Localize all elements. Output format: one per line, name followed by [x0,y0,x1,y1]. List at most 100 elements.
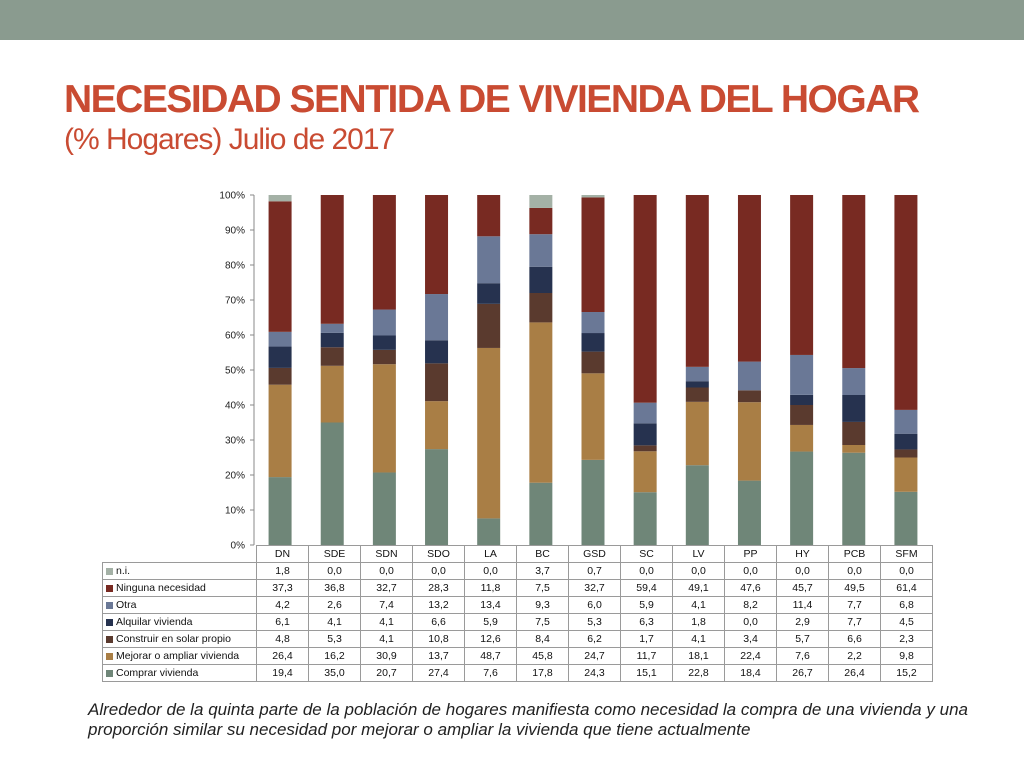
bar-segment-sde-otra [320,323,344,333]
x-category-label: SDN [360,545,413,563]
data-cell: 5,3 [568,613,621,631]
data-cell: 7,7 [828,613,881,631]
bar-segment-sdn-alquilar-vivienda [372,335,396,350]
bar-segment-pcb-alquilar-vivienda [842,395,866,422]
data-cell: 37,3 [256,579,309,597]
data-cell: 7,4 [360,596,413,614]
legend-entry: Alquilar vivienda [102,613,257,631]
data-cell: 28,3 [412,579,465,597]
legend-label: Otra [116,599,137,611]
y-tick-label: 60% [225,331,245,342]
bar-segment-bc-alquilar-vivienda [529,266,553,293]
data-cell: 13,2 [412,596,465,614]
x-category-label: SDE [308,545,361,563]
data-cell: 4,2 [256,596,309,614]
bar-segment-lv-alquilar-vivienda [685,381,709,388]
bar-segment-la-mejorar-o-ampliar-vivienda [477,347,501,519]
data-cell: 7,6 [464,664,517,682]
legend-swatch [106,567,113,575]
data-cell: 12,6 [464,630,517,648]
data-cell: 61,4 [880,579,933,597]
bar-segment-hy-construir-en-solar-propio [790,405,814,425]
bar-segment-sdn-comprar-vivienda [372,472,396,545]
table-row: Construir en solar propio 4,8 5,3 4,1 10,8 12… [102,630,933,648]
x-category-label: GSD [568,545,621,563]
table-header-row: DN SDE SDN SDO LA BC GSD SC LV PP HY PCB SFM [102,545,933,563]
data-cell: 0,0 [620,562,673,580]
legend-label: Comprar vivienda [116,667,199,679]
data-cell: 3,7 [516,562,569,580]
data-cell: 6,0 [568,596,621,614]
bar-segment-dn-alquilar-vivienda [268,346,292,368]
bar-segment-dn-ninguna-necesidad [268,201,292,332]
y-tick-label: 10% [225,506,245,517]
bar-segment-gsd-mejorar-o-ampliar-vivienda [581,373,605,460]
data-cell: 15,1 [620,664,673,682]
data-cell: 49,5 [828,579,881,597]
bar-segment-sfm-alquilar-vivienda [894,433,918,450]
data-cell: 0,0 [724,562,777,580]
data-cell: 0,0 [464,562,517,580]
bar-segment-sc-mejorar-o-ampliar-vivienda [633,451,657,493]
legend-entry: n.i. [102,562,257,580]
bar-segment-bc-n-i [529,195,553,208]
y-tick-label: 70% [225,296,245,307]
data-cell: 3,4 [724,630,777,648]
table-row: Otra 4,2 2,6 7,4 13,2 13,4 9,3 6,0 5,9 4,1 8,2 11,4… [102,596,933,614]
data-cell: 0,0 [308,562,361,580]
data-cell: 2,9 [776,613,829,631]
data-cell: 4,1 [360,630,413,648]
data-cell: 27,4 [412,664,465,682]
bar-segment-bc-ninguna-necesidad [529,207,553,235]
data-cell: 5,3 [308,630,361,648]
x-category-label: LA [464,545,517,563]
bar-segment-la-construir-en-solar-propio [477,303,501,348]
y-tick-label: 80% [225,261,245,272]
bar-segment-lv-construir-en-solar-propio [685,387,709,402]
data-cell: 19,4 [256,664,309,682]
bar-segment-pp-mejorar-o-ampliar-vivienda [737,402,761,481]
data-cell: 0,0 [672,562,725,580]
legend-entry: Ninguna necesidad [102,579,257,597]
x-category-label: LV [672,545,725,563]
bar-segment-sfm-comprar-vivienda [894,491,918,545]
data-cell: 8,2 [724,596,777,614]
legend-label: Mejorar o ampliar vivienda [116,650,240,662]
data-cell: 32,7 [360,579,413,597]
bar-segment-dn-otra [268,331,292,347]
y-tick-label: 100% [219,191,245,202]
bar-segment-la-ninguna-necesidad [477,195,501,237]
bar-segment-sdo-otra [425,294,449,341]
bar-segment-sfm-mejorar-o-ampliar-vivienda [894,457,918,492]
bar-segment-bc-otra [529,234,553,267]
bar-segment-sc-ninguna-necesidad [633,195,657,403]
data-cell: 0,0 [880,562,933,580]
data-cell: 26,4 [828,664,881,682]
bar-segment-dn-n-i [268,195,292,202]
legend-entry: Otra [102,596,257,614]
data-cell: 0,0 [724,613,777,631]
bar-segment-sc-otra [633,402,657,424]
bar-segment-la-otra [477,236,501,284]
bar-segment-sde-comprar-vivienda [320,422,344,545]
table-row: Comprar vivienda 19,4 35,0 20,7 27,4 7,6 17,8 2… [102,664,933,682]
legend-label: Construir en solar propio [116,633,231,645]
data-cell: 4,5 [880,613,933,631]
legend-swatch [106,618,113,626]
data-cell: 4,1 [308,613,361,631]
bar-segment-sdo-alquilar-vivienda [425,340,449,364]
y-tick-label: 20% [225,471,245,482]
legend-swatch [106,652,113,660]
data-cell: 11,4 [776,596,829,614]
bar-segment-hy-otra [790,354,814,395]
data-cell: 2,2 [828,647,881,665]
legend-label: Ninguna necesidad [116,582,206,594]
bar-segment-gsd-comprar-vivienda [581,459,605,545]
y-tick-label: 30% [225,436,245,447]
bar-segment-dn-construir-en-solar-propio [268,367,292,385]
data-cell: 36,8 [308,579,361,597]
data-cell: 6,1 [256,613,309,631]
data-cell: 4,8 [256,630,309,648]
y-tick-label: 90% [225,226,245,237]
data-cell: 5,9 [464,613,517,631]
